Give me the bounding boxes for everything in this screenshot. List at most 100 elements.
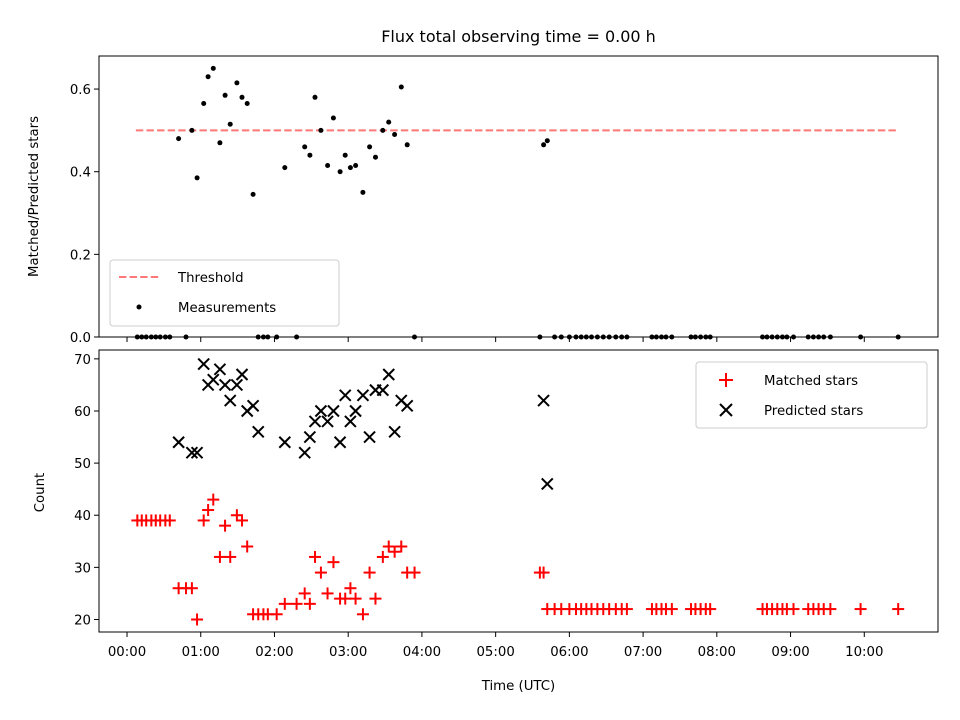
matched-star-point xyxy=(270,608,283,621)
measurement-point xyxy=(347,165,353,171)
matched-star-point xyxy=(303,597,316,610)
bottom-x-tick-label: 06:00 xyxy=(550,645,588,660)
legend-measurements-swatch xyxy=(136,304,142,310)
matched-star-point xyxy=(230,509,243,522)
matched-star-point xyxy=(344,582,357,595)
predicted-star-point xyxy=(376,383,390,397)
measurement-point xyxy=(342,152,348,158)
predicted-star-point xyxy=(218,378,232,392)
measurement-point xyxy=(176,136,182,142)
measurement-point xyxy=(312,94,318,100)
measurement-point xyxy=(386,119,392,125)
measurement-point xyxy=(367,144,373,150)
bottom-x-tick-label: 00:00 xyxy=(108,645,146,660)
measurement-point xyxy=(234,80,240,86)
bottom-y-tick-label: 70 xyxy=(74,353,91,368)
predicted-star-point xyxy=(537,394,550,407)
predicted-star-point xyxy=(213,363,227,376)
matched-star-point xyxy=(892,603,905,616)
matched-star-point xyxy=(309,550,322,563)
measurement-point xyxy=(544,138,550,144)
matched-star-point xyxy=(356,608,369,621)
measurement-point xyxy=(302,144,308,150)
matched-star-point xyxy=(339,592,352,605)
predicted-star-point xyxy=(246,399,260,412)
matched-star-point xyxy=(278,597,291,610)
measurement-point xyxy=(325,163,331,168)
matched-star-point xyxy=(224,550,237,563)
top-y-tick-label: 0.6 xyxy=(70,83,91,98)
predicted-star-point xyxy=(207,373,220,386)
predicted-star-point xyxy=(388,425,401,439)
predicted-star-point xyxy=(400,399,414,412)
predicted-star-point xyxy=(356,389,370,402)
measurement-point xyxy=(222,92,228,98)
matched-star-point xyxy=(298,587,311,600)
predicted-star-point xyxy=(349,404,362,418)
matched-star-point xyxy=(363,566,376,579)
measurement-point xyxy=(217,140,223,146)
legend-predicted-swatch xyxy=(719,403,733,417)
measurement-point xyxy=(398,84,404,90)
bottom-x-tick-label: 05:00 xyxy=(476,645,514,660)
bottom-x-tick-label: 02:00 xyxy=(255,645,293,660)
measurement-point xyxy=(194,175,200,181)
predicted-star-point xyxy=(321,415,334,428)
matched-star-point xyxy=(537,566,550,579)
matched-star-point xyxy=(213,550,226,563)
top-axes-frame xyxy=(98,55,939,338)
legend-matched-swatch xyxy=(719,373,733,387)
predicted-star-point xyxy=(190,446,204,459)
x-axis-label: Time (UTC) xyxy=(481,679,556,694)
predicted-star-point xyxy=(197,357,210,371)
top-axes: Flux total observing time = 0.00 h Match… xyxy=(27,27,939,346)
top-plot-marks xyxy=(134,65,901,340)
measurement-point xyxy=(282,165,288,171)
top-y-tick-label: 0.4 xyxy=(70,166,91,181)
top-y-axis-label: Matched/Predicted stars xyxy=(27,116,42,277)
predicted-star-point xyxy=(344,415,357,428)
predicted-star-point xyxy=(303,430,317,444)
bottom-y-tick-label: 20 xyxy=(74,613,91,628)
bottom-x-tick-label: 07:00 xyxy=(624,645,662,660)
bottom-y-tick-label: 30 xyxy=(74,561,91,576)
legend-predicted-label: Predicted stars xyxy=(764,404,863,419)
matched-star-point xyxy=(327,556,340,569)
matched-star-point xyxy=(185,582,198,595)
top-legend-box xyxy=(109,259,340,327)
top-axis-ticks: 0.0 0.2 0.4 0.6 xyxy=(70,83,865,346)
matched-star-point xyxy=(349,592,362,605)
matched-star-point xyxy=(314,566,327,579)
matched-star-point xyxy=(202,504,215,517)
bottom-legend-box xyxy=(695,361,928,429)
bottom-x-tick-label: 01:00 xyxy=(182,645,220,660)
predicted-star-point xyxy=(278,436,291,449)
predicted-star-point xyxy=(541,477,554,491)
measurement-point xyxy=(373,154,378,160)
matched-star-point xyxy=(824,603,837,616)
bottom-x-tick-label: 03:00 xyxy=(329,645,367,660)
matched-star-point xyxy=(241,540,254,553)
matched-star-point xyxy=(665,603,678,616)
bottom-y-tick-label: 40 xyxy=(74,509,91,524)
matched-star-point xyxy=(408,566,421,579)
matched-star-point xyxy=(207,493,220,506)
measurement-point xyxy=(392,132,398,137)
matched-star-point xyxy=(787,603,800,616)
predicted-star-point xyxy=(308,415,322,428)
matched-star-point xyxy=(854,603,867,616)
predicted-star-point xyxy=(382,368,395,381)
measurement-point xyxy=(337,169,343,175)
measurement-point xyxy=(404,142,410,148)
matched-star-point xyxy=(219,519,232,532)
measurement-point xyxy=(244,101,250,106)
measurement-point xyxy=(360,189,366,195)
measurement-point xyxy=(380,127,386,133)
predicted-star-point xyxy=(230,378,244,392)
predicted-star-point xyxy=(339,389,352,402)
matched-star-point xyxy=(197,514,210,527)
bottom-legend: Matched stars Predicted stars xyxy=(695,361,928,429)
matched-star-point xyxy=(382,540,395,553)
matched-star-point xyxy=(163,514,176,527)
